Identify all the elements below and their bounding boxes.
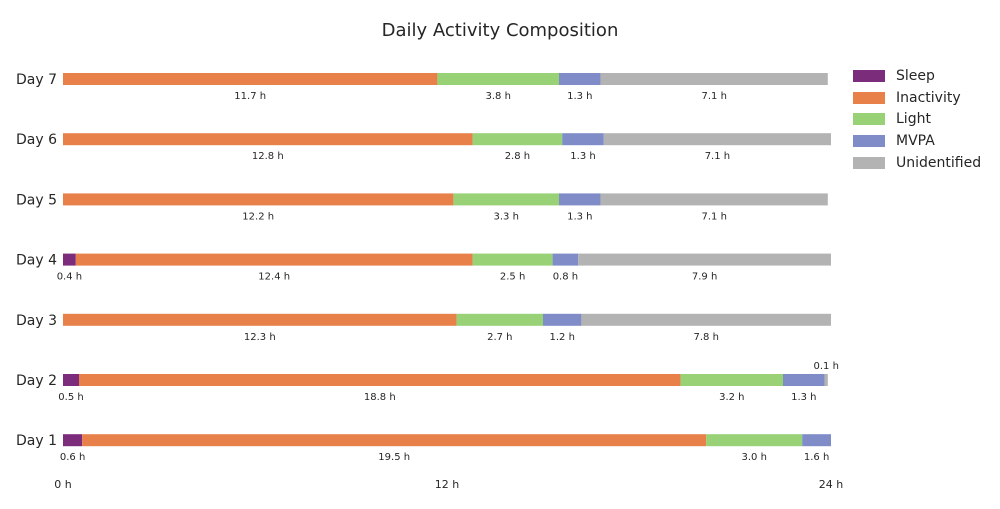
data-label: 1.2 h (549, 332, 574, 343)
legend-label: Sleep (896, 67, 935, 84)
legend-swatch (853, 156, 885, 169)
bar-segment-light (456, 313, 543, 326)
bar-segment-light (453, 193, 559, 206)
category-label: Day 7 (16, 72, 57, 88)
data-label: 7.8 h (693, 332, 718, 343)
bar-segment-inactivity (63, 133, 473, 146)
bar-segment-light (472, 253, 553, 266)
legend-swatch (853, 69, 885, 82)
bar-segment-sleep (63, 374, 79, 386)
data-label: 3.2 h (719, 392, 744, 403)
data-label: 1.3 h (570, 151, 595, 162)
data-label: 1.6 h (804, 452, 829, 463)
bar-segment-mvpa (552, 253, 579, 266)
category-label: Day 1 (16, 433, 57, 449)
data-label: 7.9 h (692, 272, 717, 283)
data-label: 1.3 h (567, 91, 592, 102)
bar-segment-light (472, 133, 563, 146)
bar-segment-inactivity (79, 374, 681, 386)
bar-segment-inactivity (63, 193, 454, 206)
x-tick-label: 0 h (54, 478, 71, 491)
legend-swatch (853, 91, 885, 104)
bar-segment-unidentified (824, 374, 828, 386)
bar-segment-light (437, 73, 559, 85)
data-label: 2.8 h (505, 151, 530, 162)
category-label: Day 3 (16, 313, 57, 329)
chart-title: Daily Activity Composition (381, 20, 619, 41)
data-label: 0.1 h (813, 361, 838, 372)
category-label: Day 6 (16, 132, 57, 148)
category-label: Day 5 (16, 192, 57, 208)
bar-segment-inactivity (75, 253, 473, 266)
legend-label: Light (896, 111, 931, 128)
legend-item-inactivity: Inactivity (853, 87, 981, 109)
bar-segment-inactivity (82, 434, 707, 447)
bar-segment-unidentified (581, 313, 831, 326)
data-label: 2.7 h (487, 332, 512, 343)
legend-item-light: Light (853, 108, 981, 130)
data-label: 0.8 h (553, 272, 578, 283)
data-label: 12.2 h (242, 211, 274, 222)
x-tick-label: 24 h (819, 478, 843, 491)
legend-item-mvpa: MVPA (853, 130, 981, 152)
bar-segment-inactivity (63, 73, 438, 85)
legend-item-sleep: Sleep (853, 65, 981, 87)
bar-segment-mvpa (802, 434, 831, 447)
legend-label: MVPA (896, 132, 935, 149)
bar-segment-unidentified (600, 193, 828, 206)
bar-segment-light (706, 434, 803, 447)
category-label: Day 2 (16, 373, 57, 389)
data-label: 0.6 h (60, 452, 85, 463)
data-label: 18.8 h (364, 392, 396, 403)
legend-item-unidentified: Unidentified (853, 152, 981, 174)
bar-segment-unidentified (603, 133, 831, 146)
data-label: 12.8 h (252, 151, 284, 162)
x-tick-label: 12 h (435, 478, 459, 491)
category-label: Day 4 (16, 253, 57, 269)
data-label: 0.5 h (58, 392, 83, 403)
legend-swatch (853, 134, 885, 147)
bar-segment-sleep (63, 253, 76, 266)
bar-segment-mvpa (543, 313, 582, 326)
data-label: 7.1 h (701, 91, 726, 102)
data-label: 2.5 h (500, 272, 525, 283)
bar-segment-unidentified (600, 73, 828, 85)
data-label: 12.4 h (258, 272, 290, 283)
legend-label: Inactivity (896, 89, 961, 106)
data-label: 3.3 h (493, 211, 518, 222)
data-label: 3.0 h (741, 452, 766, 463)
bar-segment-unidentified (578, 253, 831, 266)
data-label: 11.7 h (234, 91, 266, 102)
bar-segment-mvpa (559, 193, 601, 206)
data-label: 1.3 h (791, 392, 816, 403)
legend-label: Unidentified (896, 154, 982, 171)
data-label: 7.1 h (701, 211, 726, 222)
bar-segment-mvpa (559, 73, 601, 85)
bar-segment-mvpa (783, 374, 825, 386)
bar-segment-mvpa (562, 133, 604, 146)
data-label: 3.8 h (485, 91, 510, 102)
data-label: 1.3 h (567, 211, 592, 222)
bar-segment-light (680, 374, 783, 386)
data-label: 0.4 h (57, 272, 82, 283)
data-label: 7.1 h (705, 151, 730, 162)
data-label: 12.3 h (244, 332, 276, 343)
legend-swatch (853, 113, 885, 126)
bar-segment-inactivity (63, 313, 457, 326)
legend: Sleep Inactivity Light MVPA Unidentified (853, 65, 981, 173)
data-label: 19.5 h (378, 452, 410, 463)
bar-segment-sleep (63, 434, 83, 447)
